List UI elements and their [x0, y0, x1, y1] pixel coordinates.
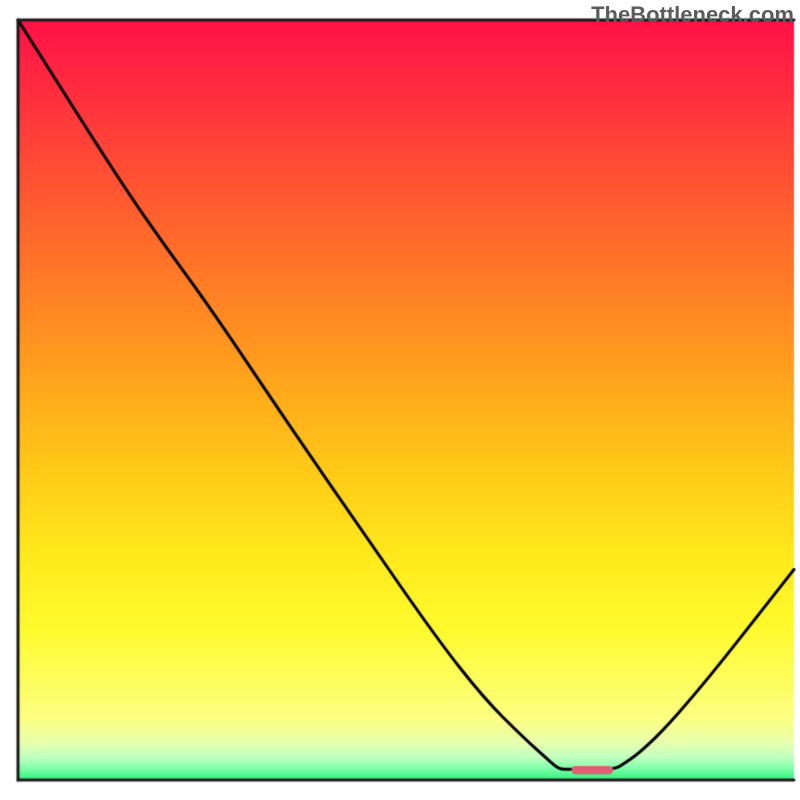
bottleneck-chart — [0, 0, 800, 800]
